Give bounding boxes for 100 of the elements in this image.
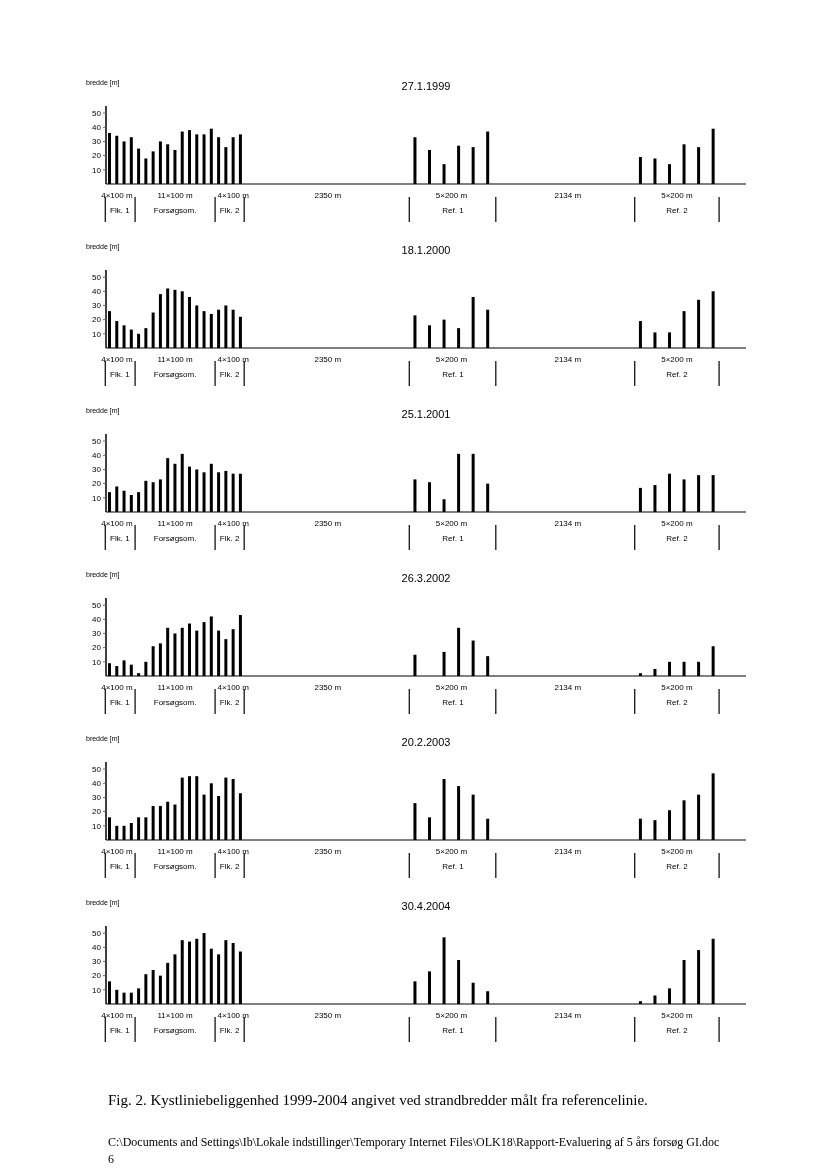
- x-tick-label: 5×200 m: [435, 518, 468, 528]
- text: Forsøgsom.: [153, 1026, 197, 1035]
- y-tick-label: 40: [92, 779, 102, 789]
- text: Forsøgsom.: [153, 206, 197, 215]
- y-tick-label: 30: [92, 793, 102, 803]
- x-tick-label: 2134 m: [554, 190, 582, 200]
- x-tick-label: 5×200 m: [435, 1010, 468, 1020]
- y-tick-label: 20: [92, 479, 102, 489]
- x-tick-label: 11×100 m: [157, 518, 194, 528]
- x-tick-label: 2134 m: [554, 518, 582, 528]
- x-tick-label: 4×100 m: [217, 518, 250, 528]
- x-tick-label: 4×100 m: [217, 354, 250, 364]
- y-tick-label: 20: [92, 971, 102, 981]
- y-tick-label: 50: [92, 272, 102, 282]
- text: Ref. 1: [442, 698, 464, 707]
- text: Ref. 1: [442, 1026, 464, 1035]
- x-tick-label: 4×100 m: [101, 518, 133, 528]
- x-tick-label: 11×100 m: [157, 1010, 194, 1020]
- text: Flk. 1: [110, 206, 130, 215]
- text: Forsøgsom.: [153, 698, 197, 707]
- y-tick-label: 30: [92, 957, 102, 967]
- y-tick-label: 10: [92, 493, 102, 503]
- text: Flk. 2: [219, 862, 240, 871]
- x-tick-label: 5×200 m: [435, 190, 468, 200]
- y-tick-label: 10: [92, 985, 102, 995]
- x-tick-label: 2350 m: [314, 518, 342, 528]
- chart-title: 27.1.1999: [401, 80, 451, 92]
- x-tick-label: 4×100 m: [217, 1010, 250, 1020]
- y-tick-label: 30: [92, 301, 102, 311]
- y-tick-label: 40: [92, 615, 102, 625]
- text: Flk. 2: [219, 1026, 240, 1035]
- text: Flk. 1: [110, 534, 130, 543]
- text: Ref. 1: [442, 862, 464, 871]
- text: Ref. 1: [442, 534, 464, 543]
- chart-title: 18.1.2000: [401, 244, 451, 256]
- y-tick-label: 50: [92, 928, 102, 938]
- text: Flk. 1: [110, 862, 130, 871]
- y-tick-label: 50: [92, 764, 102, 774]
- x-tick-label: 4×100 m: [217, 846, 250, 856]
- x-tick-label: 2350 m: [314, 846, 342, 856]
- y-tick-label: 10: [92, 657, 102, 667]
- text: Flk. 1: [110, 698, 130, 707]
- text: Ref. 2: [666, 206, 688, 215]
- chart-title: 26.3.2002: [401, 572, 451, 584]
- x-tick-label: 11×100 m: [157, 354, 194, 364]
- x-tick-label: 2134 m: [554, 354, 582, 364]
- text: Ref. 2: [666, 1026, 688, 1035]
- chart-title: 30.4.2004: [401, 900, 451, 912]
- x-tick-label: 5×200 m: [435, 682, 468, 692]
- text: Forsøgsom.: [153, 862, 197, 871]
- x-tick-label: 2134 m: [554, 682, 582, 692]
- text: Flk. 2: [219, 370, 240, 379]
- text: Ref. 1: [442, 370, 464, 379]
- x-tick-label: 2350 m: [314, 1010, 342, 1020]
- text: Flk. 2: [219, 698, 240, 707]
- x-tick-label: 5×200 m: [661, 518, 693, 528]
- text: Forsøgsom.: [153, 534, 197, 543]
- y-tick-label: 50: [92, 436, 102, 446]
- x-tick-label: 4×100 m: [101, 190, 133, 200]
- x-tick-label: 11×100 m: [157, 846, 194, 856]
- y-tick-label: 20: [92, 151, 102, 161]
- x-tick-label: 2134 m: [554, 1010, 582, 1020]
- x-tick-label: 5×200 m: [661, 846, 693, 856]
- x-tick-label: 4×100 m: [217, 682, 250, 692]
- text: C:\Documents and Settings\Ib\Lokale indstillinger\Temporary Internet Files\OLK18\Rapport-Evaluering af 5 års forsøg GI.doc: [108, 1135, 721, 1150]
- text: Flk. 1: [110, 370, 130, 379]
- x-tick-label: 2350 m: [314, 682, 342, 692]
- y-tick-label: 40: [92, 287, 102, 297]
- text: Ref. 2: [666, 862, 688, 871]
- text: Ref. 1: [442, 206, 464, 215]
- y-tick-label: 10: [92, 329, 102, 339]
- text: 6: [108, 1152, 115, 1167]
- y-tick-label: 10: [92, 165, 102, 175]
- y-tick-label: 50: [92, 600, 102, 610]
- caption: Fig. 2. Kystliniebeliggenhed 1999-2004 angivet ved strandbredder målt fra referencelinie.: [108, 1092, 649, 1109]
- x-tick-label: 2350 m: [314, 354, 342, 364]
- text: Forsøgsom.: [153, 370, 197, 379]
- chart-title: 25.1.2001: [401, 408, 451, 420]
- y-tick-label: 20: [92, 315, 102, 325]
- y-tick-label: 40: [92, 123, 102, 133]
- y-tick-label: 30: [92, 629, 102, 639]
- x-tick-label: 5×200 m: [661, 190, 693, 200]
- y-tick-label: 50: [92, 108, 102, 118]
- y-tick-label: 30: [92, 137, 102, 147]
- x-tick-label: 4×100 m: [101, 1010, 133, 1020]
- x-tick-label: 5×200 m: [661, 354, 693, 364]
- x-tick-label: 5×200 m: [435, 846, 468, 856]
- text: Ref. 2: [666, 370, 688, 379]
- text: Ref. 2: [666, 534, 688, 543]
- x-tick-label: 4×100 m: [217, 190, 250, 200]
- chart-title: 20.2.2003: [401, 736, 451, 748]
- y-tick-label: 30: [92, 465, 102, 475]
- x-tick-label: 11×100 m: [157, 682, 194, 692]
- x-tick-label: 2350 m: [314, 190, 342, 200]
- text: Flk. 2: [219, 534, 240, 543]
- x-tick-label: 4×100 m: [101, 682, 133, 692]
- x-tick-label: 4×100 m: [101, 846, 133, 856]
- x-tick-label: 5×200 m: [661, 682, 693, 692]
- text: Flk. 1: [110, 1026, 130, 1035]
- text: Ref. 2: [666, 698, 688, 707]
